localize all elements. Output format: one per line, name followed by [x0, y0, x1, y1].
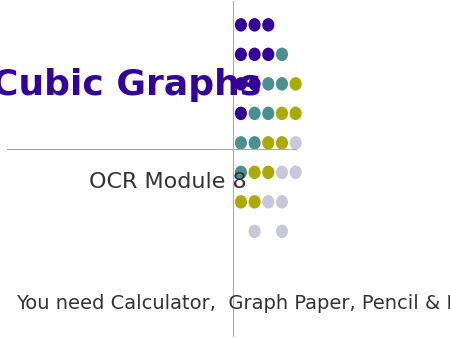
- Circle shape: [249, 196, 260, 208]
- Circle shape: [249, 78, 260, 90]
- Circle shape: [263, 78, 274, 90]
- Circle shape: [235, 48, 246, 61]
- Text: You need Calculator,  Graph Paper, Pencil & Ruler: You need Calculator, Graph Paper, Pencil…: [16, 294, 450, 313]
- Circle shape: [263, 196, 274, 208]
- Circle shape: [249, 137, 260, 149]
- Circle shape: [263, 166, 274, 178]
- Circle shape: [249, 107, 260, 119]
- Circle shape: [290, 166, 301, 178]
- Circle shape: [263, 19, 274, 31]
- Circle shape: [290, 137, 301, 149]
- Circle shape: [277, 48, 287, 61]
- Circle shape: [263, 107, 274, 119]
- Circle shape: [277, 166, 287, 178]
- Circle shape: [235, 166, 246, 178]
- Circle shape: [277, 107, 287, 119]
- Circle shape: [290, 107, 301, 119]
- Circle shape: [277, 78, 287, 90]
- Circle shape: [249, 225, 260, 237]
- Circle shape: [290, 78, 301, 90]
- Circle shape: [277, 196, 287, 208]
- Circle shape: [249, 166, 260, 178]
- Text: Cubic Graphs: Cubic Graphs: [0, 68, 261, 102]
- Text: OCR Module 8: OCR Module 8: [89, 172, 247, 192]
- Circle shape: [235, 78, 246, 90]
- Circle shape: [277, 225, 287, 237]
- Circle shape: [249, 48, 260, 61]
- Circle shape: [277, 137, 287, 149]
- Circle shape: [235, 19, 246, 31]
- Circle shape: [263, 137, 274, 149]
- Circle shape: [249, 19, 260, 31]
- Circle shape: [235, 107, 246, 119]
- Circle shape: [235, 137, 246, 149]
- Circle shape: [263, 48, 274, 61]
- Circle shape: [235, 196, 246, 208]
